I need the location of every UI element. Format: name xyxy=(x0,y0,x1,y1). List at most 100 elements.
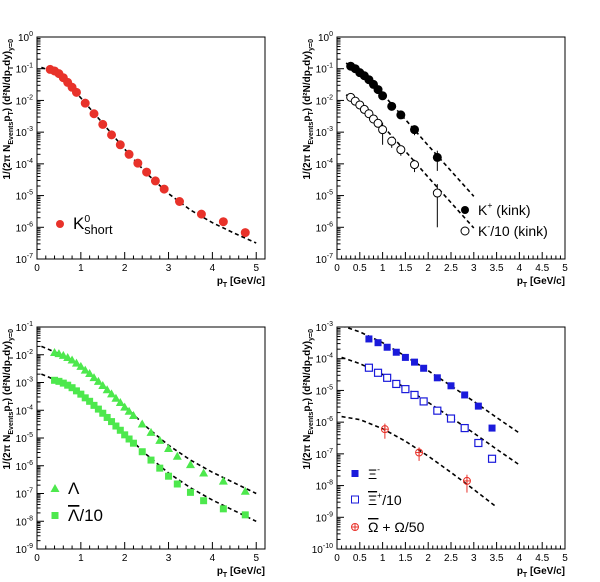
data-point xyxy=(218,217,228,227)
x-tick-label: 2 xyxy=(425,263,431,274)
data-point xyxy=(433,406,442,415)
data-point xyxy=(460,423,469,433)
y-tick-label: 10-4 xyxy=(316,353,333,366)
data-point xyxy=(378,125,388,135)
data-point xyxy=(129,439,137,447)
y-tick-label: 10-3 xyxy=(16,377,33,390)
plot-area xyxy=(341,327,520,508)
data-point xyxy=(71,358,81,367)
legend-label: K-/10 (kink) xyxy=(478,221,548,239)
data-point xyxy=(51,376,59,384)
data-point xyxy=(200,497,208,505)
x-tick-label: 0 xyxy=(34,553,40,564)
data-point xyxy=(115,140,125,150)
y-tick-label: 10-2 xyxy=(316,94,333,107)
y-tick-label: 10-5 xyxy=(316,384,333,397)
legend-marker xyxy=(460,226,470,236)
data-point xyxy=(55,377,63,385)
data-point xyxy=(383,343,391,351)
x-tick-label: 3 xyxy=(166,263,172,274)
x-tick-label: 2 xyxy=(425,553,431,564)
data-point xyxy=(124,149,134,159)
data-point xyxy=(173,480,181,488)
fit-curve xyxy=(41,345,257,495)
x-tick-label: 0 xyxy=(334,263,340,274)
y-tick-label: 10-1 xyxy=(16,321,33,334)
data-point xyxy=(111,393,121,402)
legend-entry: Ξ+/10 xyxy=(351,490,402,508)
data-point xyxy=(108,418,116,426)
data-point xyxy=(112,422,120,430)
y-tick-label: 10-3 xyxy=(316,321,333,334)
legend-entry: K0 short xyxy=(56,213,113,237)
data-point xyxy=(392,379,401,389)
x-tick-label: 4 xyxy=(517,553,523,564)
y-tick-label: 10-3 xyxy=(316,126,333,139)
data-point xyxy=(175,197,184,207)
legend-entry: Ω + Ω/50 xyxy=(351,519,425,535)
x-axis-title: pT [GeV/c] xyxy=(217,566,265,579)
x-tick-label: 1.5 xyxy=(398,263,412,274)
data-point xyxy=(68,384,76,392)
fit-curve xyxy=(341,356,520,466)
x-axis-title: pT [GeV/c] xyxy=(517,566,565,579)
data-point xyxy=(85,369,95,378)
x-tick-label: 0.5 xyxy=(353,263,367,274)
data-point xyxy=(392,348,400,356)
legend-label: Ω + Ω/50 xyxy=(368,519,425,535)
legend-entry: K-/10 (kink) xyxy=(460,221,548,239)
data-point xyxy=(115,398,125,407)
data-point xyxy=(419,397,428,406)
x-tick-label: 4 xyxy=(210,553,216,564)
legend-entry: Λ/10 xyxy=(51,506,103,525)
legend-entry: Λ xyxy=(50,479,80,498)
data-point xyxy=(373,368,383,377)
y-tick-label: 10-6 xyxy=(16,460,33,473)
x-tick-label: 1 xyxy=(78,553,84,564)
data-point xyxy=(133,158,143,168)
data-point xyxy=(432,188,442,198)
data-point xyxy=(387,136,397,146)
data-point xyxy=(241,511,249,519)
x-tick-label: 4.5 xyxy=(535,553,549,564)
data-point xyxy=(156,464,164,472)
chart-panel-bottom-left: 0 1 2 3 4 5 10-9 10-8 10-7 10-6 10-5 10-4 10-3 10-2 10… xyxy=(2,321,266,579)
data-point xyxy=(196,209,206,219)
data-point xyxy=(447,382,455,390)
data-point xyxy=(80,98,90,108)
x-tick-label: 1.5 xyxy=(398,553,412,564)
data-point xyxy=(63,352,73,361)
chart-panel-bottom-right: 0 0.5 1 1.5 2 2.5 3 3.5 4 4.5 5 10-10 10-9 10-8 10-7 10… xyxy=(302,321,568,579)
data-point xyxy=(86,397,94,405)
data-point xyxy=(93,376,103,385)
data-point xyxy=(240,228,250,238)
fit-curve xyxy=(342,327,520,434)
y-tick-label: 10-6 xyxy=(16,221,33,234)
data-point xyxy=(98,119,108,129)
data-point xyxy=(71,87,81,97)
y-tick-label: 10-7 xyxy=(16,488,33,501)
x-tick-label: 4.5 xyxy=(535,263,549,274)
data-point xyxy=(396,110,406,120)
plot-frame xyxy=(336,326,566,550)
data-point xyxy=(420,364,428,372)
plot-area xyxy=(41,345,257,523)
y-tick-label: 10-9 xyxy=(16,543,33,556)
data-point xyxy=(116,426,124,434)
legend-entry: K+ (kink) xyxy=(461,200,531,218)
y-tick-label: 10-5 xyxy=(316,190,333,203)
data-point xyxy=(199,468,209,477)
data-point xyxy=(219,505,227,513)
legend-label: Ξ- xyxy=(368,464,380,482)
data-point xyxy=(433,374,441,382)
legend-marker xyxy=(56,220,64,228)
x-tick-label: 4 xyxy=(210,263,216,274)
y-tick-label: 10-4 xyxy=(16,404,33,417)
x-tick-label: 5 xyxy=(562,263,568,274)
x-tick-label: 5 xyxy=(253,553,259,564)
data-point xyxy=(383,373,392,382)
data-point xyxy=(67,355,77,364)
x-tick-label: 3 xyxy=(471,553,477,564)
legend-marker xyxy=(351,470,359,477)
y-tick-label: 100 xyxy=(18,31,33,44)
